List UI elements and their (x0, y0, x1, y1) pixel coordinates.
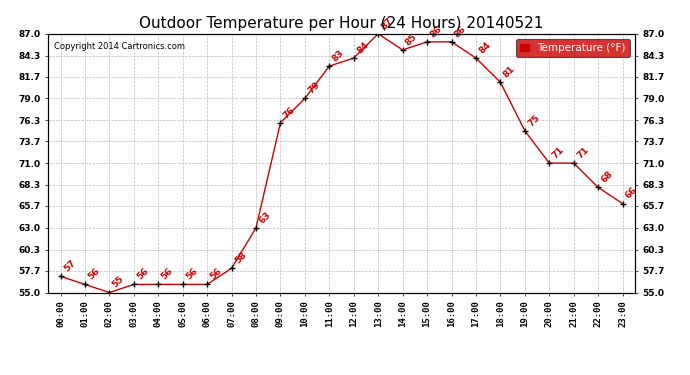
Text: 81: 81 (502, 64, 517, 80)
Text: 71: 71 (551, 145, 566, 160)
Text: 55: 55 (111, 274, 126, 290)
Text: 71: 71 (575, 145, 591, 160)
Text: 63: 63 (257, 210, 273, 225)
Text: 56: 56 (159, 266, 175, 282)
Text: 84: 84 (477, 40, 493, 55)
Text: 86: 86 (428, 24, 444, 39)
Text: 56: 56 (208, 266, 224, 282)
Text: 66: 66 (624, 186, 639, 201)
Text: 76: 76 (282, 105, 297, 120)
Text: 87: 87 (380, 16, 395, 31)
Text: 75: 75 (526, 113, 542, 128)
Text: 56: 56 (86, 266, 101, 282)
Text: 83: 83 (331, 48, 346, 63)
Text: Copyright 2014 Cartronics.com: Copyright 2014 Cartronics.com (55, 42, 185, 51)
Text: 57: 57 (62, 258, 77, 273)
Legend: Temperature (°F): Temperature (°F) (516, 39, 629, 57)
Text: 56: 56 (184, 266, 199, 282)
Text: 79: 79 (306, 80, 322, 96)
Title: Outdoor Temperature per Hour (24 Hours) 20140521: Outdoor Temperature per Hour (24 Hours) … (139, 16, 544, 31)
Text: 56: 56 (135, 266, 150, 282)
Text: 85: 85 (404, 32, 420, 47)
Text: 58: 58 (233, 250, 248, 266)
Text: 68: 68 (600, 170, 615, 184)
Text: 86: 86 (453, 24, 468, 39)
Text: 84: 84 (355, 40, 371, 55)
